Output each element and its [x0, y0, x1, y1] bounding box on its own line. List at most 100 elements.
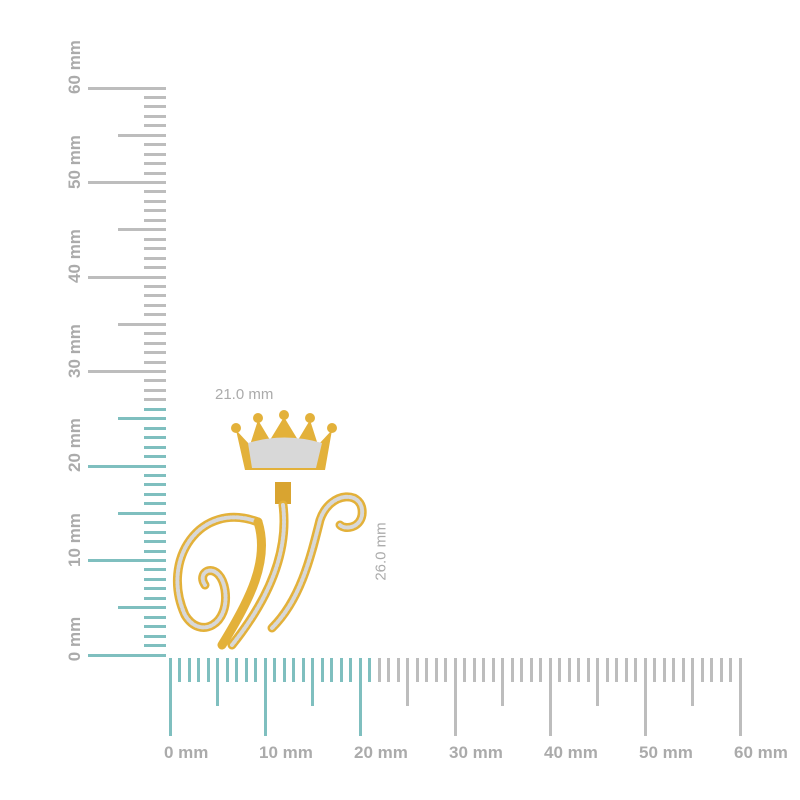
v-ruler-tick [144, 388, 166, 392]
h-ruler-label: 20 mm [354, 743, 408, 762]
h-ruler-tick [662, 658, 666, 682]
v-ruler-tick [144, 455, 166, 459]
h-ruler-tick [415, 658, 419, 682]
v-ruler-tick [144, 237, 166, 241]
v-ruler-tick [144, 549, 166, 553]
v-ruler-tick [144, 247, 166, 251]
h-ruler-tick [254, 658, 257, 682]
h-ruler-tick [292, 658, 295, 682]
h-ruler-tick [425, 658, 428, 682]
v-ruler-tick [88, 181, 166, 184]
v-ruler-tick [144, 634, 166, 638]
v-ruler-tick [144, 209, 166, 213]
v-ruler-tick [88, 86, 166, 90]
h-ruler-tick [548, 658, 552, 736]
h-ruler-tick [263, 658, 267, 736]
h-ruler-tick [444, 658, 447, 682]
h-ruler-tick [197, 658, 200, 682]
h-ruler-tick [377, 658, 381, 682]
h-ruler-tick [330, 658, 333, 682]
h-ruler-tick [178, 658, 181, 682]
v-ruler-tick [88, 464, 166, 468]
h-ruler-tick [472, 658, 476, 682]
h-ruler-tick [672, 658, 675, 682]
v-ruler-tick [144, 114, 166, 118]
v-ruler-tick [118, 322, 166, 326]
h-ruler-tick [710, 658, 713, 682]
h-ruler-tick [605, 658, 609, 682]
v-ruler-tick [144, 568, 166, 572]
v-ruler-tick [88, 370, 166, 373]
crown [231, 410, 337, 504]
h-ruler-tick [634, 658, 637, 682]
h-ruler-tick [558, 658, 561, 682]
h-ruler-label: 60 mm [734, 743, 788, 762]
v-ruler-tick [144, 171, 166, 175]
h-ruler-tick [643, 658, 647, 736]
v-ruler-tick [118, 228, 166, 232]
v-ruler-tick [144, 483, 166, 487]
v-ruler-tick [144, 521, 166, 525]
h-ruler-tick [273, 658, 276, 682]
v-ruler-tick [144, 596, 166, 600]
h-ruler-label: 40 mm [544, 743, 598, 762]
v-ruler-tick [144, 256, 166, 260]
h-ruler-tick [482, 658, 485, 682]
h-ruler-tick [282, 658, 286, 682]
v-ruler-tick [144, 436, 166, 440]
v-ruler-tick [144, 162, 166, 166]
h-ruler-tick [501, 658, 504, 706]
v-ruler-tick [88, 653, 166, 657]
v-ruler-tick [144, 360, 166, 364]
h-ruler-tick [453, 658, 457, 736]
h-ruler-tick [615, 658, 618, 682]
h-ruler-tick [729, 658, 732, 682]
v-ruler-tick [88, 559, 166, 562]
h-ruler-tick [586, 658, 590, 682]
h-ruler-tick [339, 658, 343, 682]
v-ruler-tick [144, 644, 166, 648]
h-ruler-tick [691, 658, 694, 706]
h-ruler-label: 50 mm [639, 743, 693, 762]
v-ruler-tick [118, 511, 166, 515]
h-ruler-tick [358, 658, 362, 736]
v-ruler-tick [144, 530, 166, 534]
h-ruler-tick [653, 658, 656, 682]
v-ruler-tick [144, 105, 166, 109]
v-ruler-tick [144, 351, 166, 355]
v-ruler-tick [144, 341, 166, 345]
v-ruler-tick [144, 332, 166, 336]
h-ruler-tick [681, 658, 685, 682]
v-ruler-tick [88, 275, 166, 279]
v-ruler-tick [144, 615, 166, 619]
h-ruler-tick [529, 658, 533, 682]
h-ruler-tick [520, 658, 523, 682]
v-ruler-tick [118, 606, 166, 610]
v-ruler-tick [144, 266, 166, 270]
h-ruler-label: 0 mm [164, 743, 209, 762]
v-ruler-tick [144, 218, 166, 222]
h-ruler-tick [387, 658, 390, 682]
h-ruler-tick [206, 658, 210, 682]
h-ruler-tick [216, 658, 219, 706]
h-ruler-tick [577, 658, 580, 682]
h-ruler-tick [434, 658, 438, 682]
h-ruler-tick [225, 658, 229, 682]
letter-w [172, 492, 367, 650]
v-ruler-tick [144, 625, 166, 629]
v-ruler-tick [144, 303, 166, 307]
h-ruler-tick [539, 658, 542, 682]
v-ruler-tick [144, 426, 166, 430]
v-ruler-tick [144, 190, 166, 194]
h-ruler-label: 30 mm [449, 743, 503, 762]
h-ruler-label: 10 mm [259, 743, 313, 762]
v-ruler-tick [144, 95, 166, 99]
h-ruler-tick [491, 658, 495, 682]
h-ruler-tick [396, 658, 400, 682]
h-ruler-tick [567, 658, 571, 682]
v-ruler-tick [144, 199, 166, 203]
v-ruler-tick [144, 398, 166, 402]
v-ruler-tick [144, 143, 166, 147]
h-ruler-tick [187, 658, 191, 682]
